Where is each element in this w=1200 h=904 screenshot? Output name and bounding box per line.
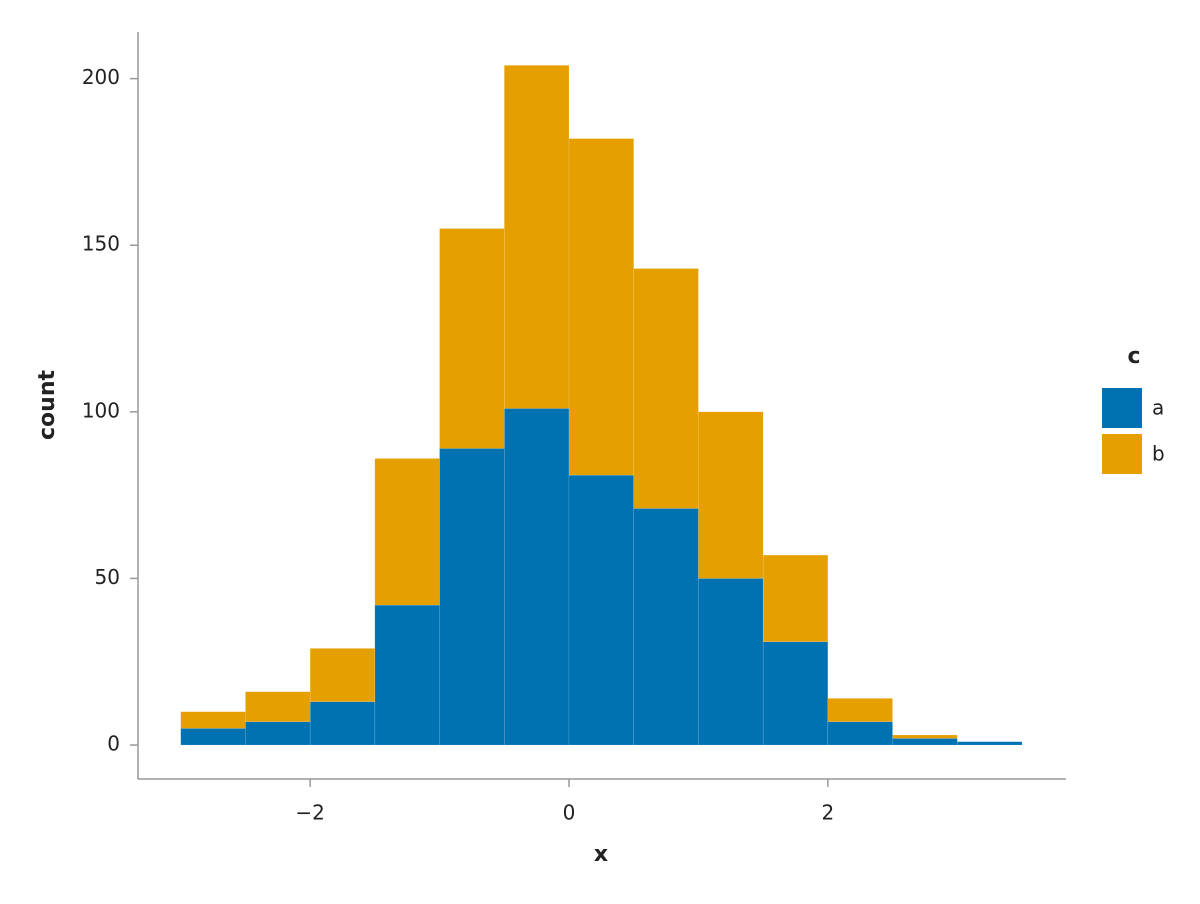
y-tick-label: 50 (95, 565, 120, 589)
legend-swatch (1102, 434, 1142, 474)
x-axis-label: x (594, 842, 608, 867)
bar (892, 738, 958, 746)
legend-label: a (1152, 396, 1164, 420)
bar (374, 458, 440, 606)
bar (309, 648, 376, 702)
bar (180, 728, 246, 746)
bar (957, 741, 1023, 746)
legend-title: c (1127, 344, 1140, 369)
bar (309, 701, 376, 746)
bar (245, 691, 311, 722)
y-axis-label: count (35, 370, 60, 440)
legend-label: b (1152, 442, 1165, 466)
bar (762, 641, 829, 746)
x-tick-label: −2 (295, 801, 324, 825)
y-tick-label: 150 (82, 232, 120, 256)
bar (568, 474, 634, 746)
bar (827, 698, 893, 722)
bar (568, 138, 634, 476)
bar (633, 268, 699, 509)
bar (504, 65, 570, 409)
bar (374, 604, 440, 746)
bar (698, 411, 764, 579)
bar (504, 408, 570, 746)
y-tick-label: 200 (82, 65, 120, 89)
x-tick-label: 0 (563, 801, 576, 825)
legend-swatch (1102, 388, 1142, 428)
bar (180, 711, 246, 729)
bar (892, 734, 958, 739)
bar (439, 448, 505, 746)
bar (762, 554, 829, 642)
y-tick-label: 0 (107, 732, 120, 756)
bar (439, 228, 505, 449)
bar (827, 721, 893, 746)
bar (698, 578, 764, 746)
bar (245, 721, 311, 746)
bar (633, 508, 699, 746)
x-tick-label: 2 (821, 801, 834, 825)
y-tick-label: 100 (82, 398, 120, 422)
